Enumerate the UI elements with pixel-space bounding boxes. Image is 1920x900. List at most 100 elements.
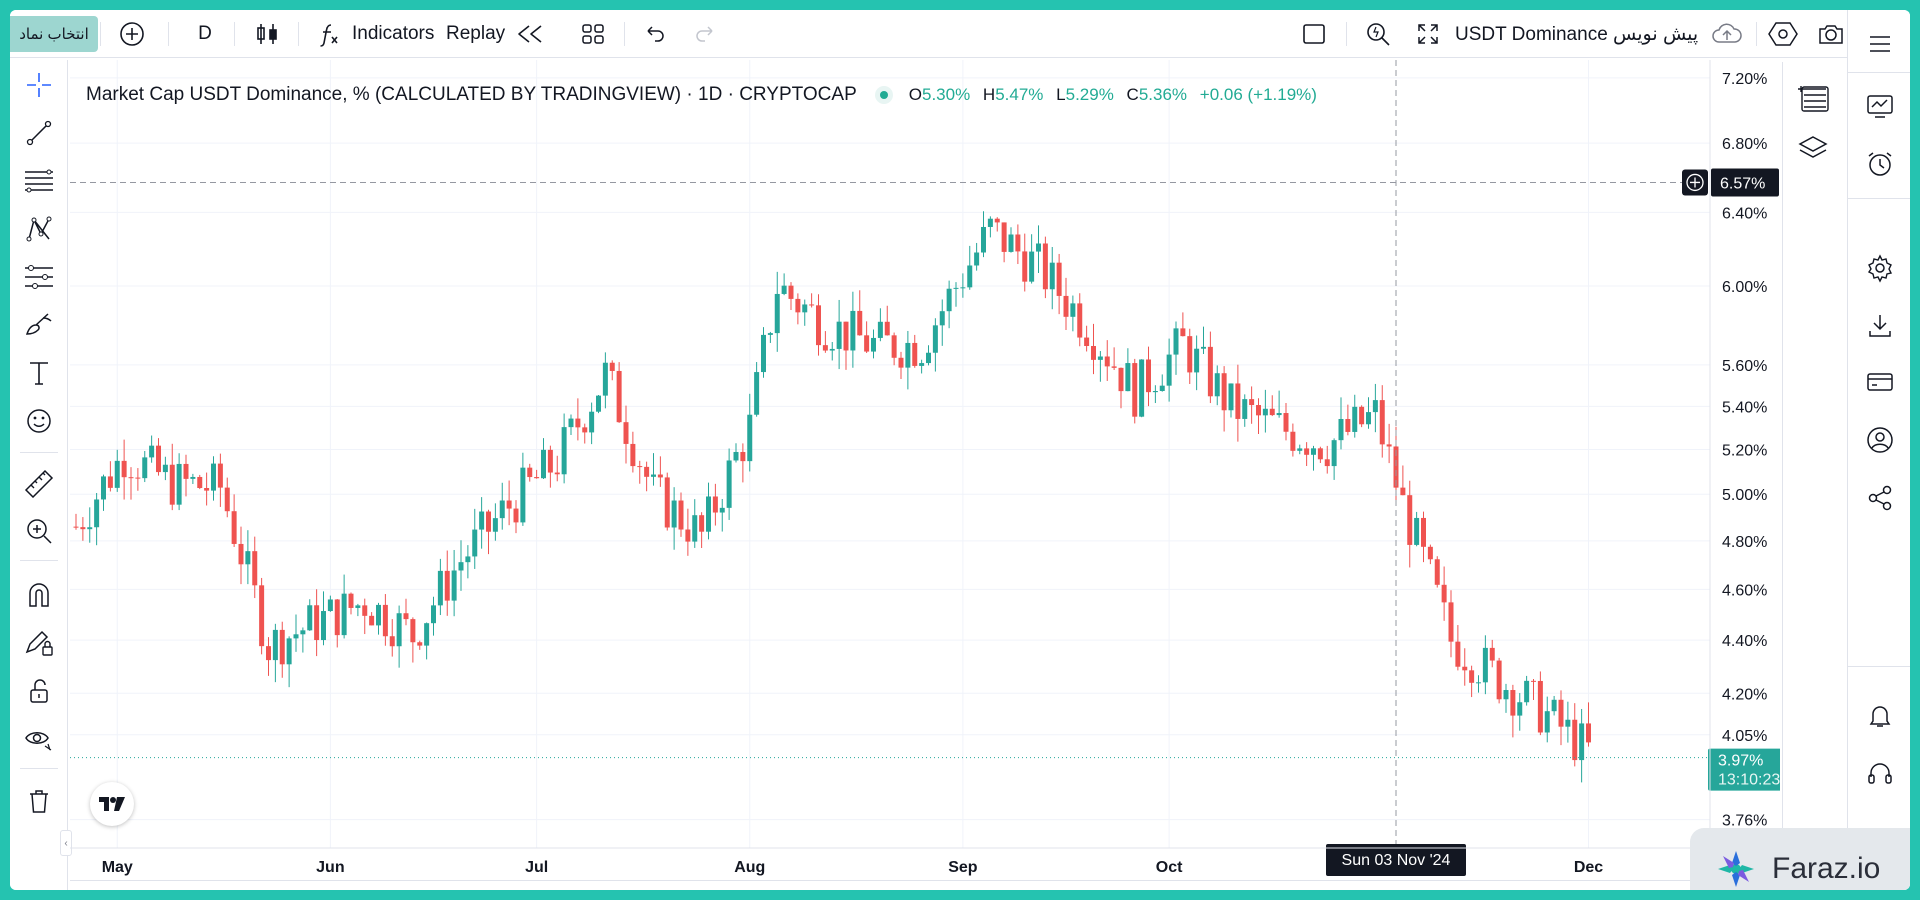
forecast-icon	[25, 265, 53, 289]
symbol-name[interactable]: USDT Dominance پیش نویس	[1455, 23, 1699, 45]
profile-button[interactable]	[1860, 420, 1900, 460]
replay-button[interactable]: Replay	[446, 10, 545, 58]
pencil-lock-icon	[25, 630, 53, 656]
snapshot-button[interactable]	[1816, 10, 1846, 58]
candle	[513, 508, 519, 523]
payment-button[interactable]	[1860, 362, 1900, 402]
candle	[1359, 406, 1365, 425]
notifications-button[interactable]	[1860, 696, 1900, 736]
main-menu-button[interactable]	[1860, 24, 1900, 64]
price-chart[interactable]: 6.57% Sun 03 Nov '24 3.97% 13:10:23 7.20% 6.…	[70, 60, 1780, 878]
brush-tool[interactable]	[20, 306, 58, 344]
cloud-save-button[interactable]	[1710, 10, 1744, 58]
candle	[1476, 682, 1481, 684]
support-button[interactable]	[1860, 754, 1900, 794]
candle	[644, 466, 650, 477]
hide-drawings-button[interactable]	[20, 720, 58, 758]
candle	[795, 298, 801, 313]
market-monitor-button[interactable]	[1860, 86, 1900, 126]
last-price-countdown: 13:10:23	[1718, 772, 1780, 789]
candle	[431, 605, 436, 624]
horizontal-lines-tool[interactable]	[20, 162, 58, 200]
indicators-button[interactable]: Indicators	[316, 10, 434, 58]
price-axis-label: 4.20%	[1722, 686, 1767, 703]
undo-button[interactable]	[642, 10, 668, 58]
candle	[410, 619, 416, 643]
fullscreen-select-button[interactable]	[1300, 10, 1328, 58]
candle	[1084, 337, 1090, 347]
tradingview-logo[interactable]	[90, 782, 134, 826]
faraz-logo-icon	[1718, 851, 1754, 887]
candle	[389, 636, 395, 647]
lock-drawings-button[interactable]	[20, 672, 58, 710]
quick-search-button[interactable]	[1364, 10, 1392, 58]
collapse-toolbar-handle[interactable]: ‹	[60, 830, 72, 856]
object-tree-button[interactable]	[1793, 128, 1833, 168]
candle	[767, 333, 773, 335]
symbol-search-tab[interactable]: انتخاب نماد	[10, 16, 98, 52]
download-button[interactable]	[1860, 306, 1900, 346]
watchlist-button[interactable]	[1793, 78, 1833, 118]
candle	[424, 623, 430, 646]
divider	[624, 22, 625, 46]
legend-ohlc: O5.30% H5.47% L5.29% C5.36% +0.06 (+1.19…	[909, 85, 1325, 105]
candle	[1393, 446, 1399, 488]
interval-button[interactable]: D	[198, 23, 212, 44]
candle	[1173, 328, 1179, 355]
divider	[1848, 72, 1910, 73]
share-button[interactable]	[1860, 478, 1900, 518]
candle	[898, 357, 904, 368]
chart-type-button[interactable]	[254, 10, 280, 58]
magnet-tool[interactable]	[20, 576, 58, 614]
legend-title[interactable]: Market Cap USDT Dominance, % (CALCULATED…	[86, 84, 857, 105]
market-status-dot[interactable]	[874, 86, 893, 104]
candle	[1166, 354, 1172, 386]
watchlist-icon	[1798, 86, 1829, 112]
text-tool[interactable]	[20, 354, 58, 392]
emoji-tool[interactable]	[20, 402, 58, 440]
price-axis-label: 3.76%	[1722, 813, 1767, 830]
candle	[87, 527, 93, 530]
candle	[1001, 222, 1007, 252]
candle	[1421, 517, 1426, 547]
candle	[726, 460, 732, 508]
redo-button[interactable]	[692, 10, 718, 58]
high-label: H	[982, 85, 996, 104]
candle	[712, 496, 718, 513]
fullscreen-button[interactable]	[1414, 10, 1442, 58]
candle	[94, 499, 100, 528]
drawing-mode-lock[interactable]	[20, 624, 58, 662]
layout-button[interactable]	[580, 10, 606, 58]
forecast-tool[interactable]	[20, 258, 58, 296]
candle	[1586, 723, 1591, 743]
candle	[451, 570, 457, 601]
candle	[905, 342, 911, 368]
price-axis-label: 7.20%	[1722, 71, 1767, 88]
candle	[919, 363, 925, 366]
candle	[974, 252, 980, 266]
zoom-tool[interactable]	[20, 512, 58, 550]
candle	[719, 507, 725, 513]
search-icon	[1367, 23, 1390, 46]
candle	[706, 496, 711, 532]
candle	[871, 337, 876, 352]
measure-tool[interactable]	[20, 464, 58, 502]
candle	[314, 605, 320, 641]
settings-hex-button[interactable]	[1768, 10, 1798, 58]
candle	[1201, 346, 1206, 349]
bottom-panel	[70, 880, 1780, 890]
candle	[1283, 413, 1289, 432]
remove-drawings-button[interactable]	[20, 782, 58, 820]
pattern-tool[interactable]	[20, 210, 58, 248]
add-symbol-button[interactable]	[118, 10, 146, 58]
candle	[692, 515, 698, 542]
candle	[1537, 680, 1543, 733]
trend-line-tool[interactable]	[20, 114, 58, 152]
candle	[1194, 348, 1200, 373]
settings-button[interactable]	[1860, 248, 1900, 288]
alerts-clock-button[interactable]	[1860, 144, 1900, 184]
candle	[891, 335, 897, 358]
candle	[307, 605, 313, 631]
candle	[1091, 346, 1096, 360]
crosshair-tool[interactable]	[20, 66, 58, 104]
